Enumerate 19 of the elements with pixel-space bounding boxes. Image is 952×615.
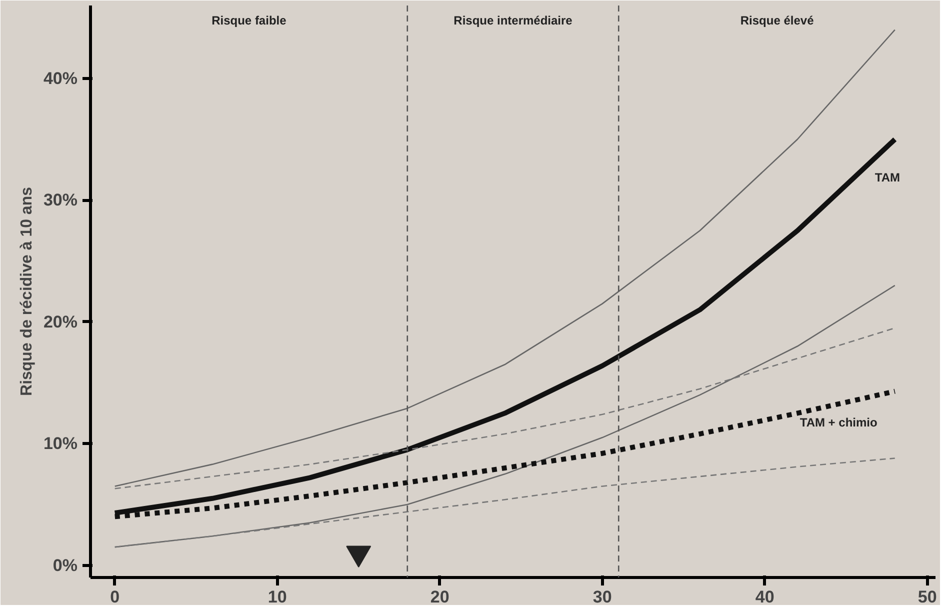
- y-tick-label: 30%: [43, 190, 78, 210]
- x-tick-label: 20: [430, 588, 450, 606]
- y-tick-label: 10%: [43, 434, 78, 454]
- x-tick-label: 10: [268, 588, 287, 606]
- series-label: TAM + chimio: [800, 415, 878, 430]
- line-series: [114, 327, 896, 490]
- y-tick-label: 20%: [43, 312, 78, 332]
- series-label: TAM: [874, 170, 900, 184]
- annotation: Risque élevé: [740, 14, 814, 28]
- line-series: [114, 458, 896, 548]
- y-tick-label: 0%: [52, 556, 78, 575]
- annotation: Risque intermédiaire: [454, 14, 573, 28]
- x-tick-label: 0: [110, 588, 120, 606]
- x-tick-label: 40: [755, 588, 774, 606]
- x-tick-label: 30: [592, 588, 612, 606]
- y-axis-title: Risque de récidive à 10 ans: [18, 186, 36, 396]
- annotation: Risque faible: [212, 14, 287, 28]
- y-tick-label: 40%: [43, 69, 78, 88]
- x-tick-label: 50: [918, 588, 937, 606]
